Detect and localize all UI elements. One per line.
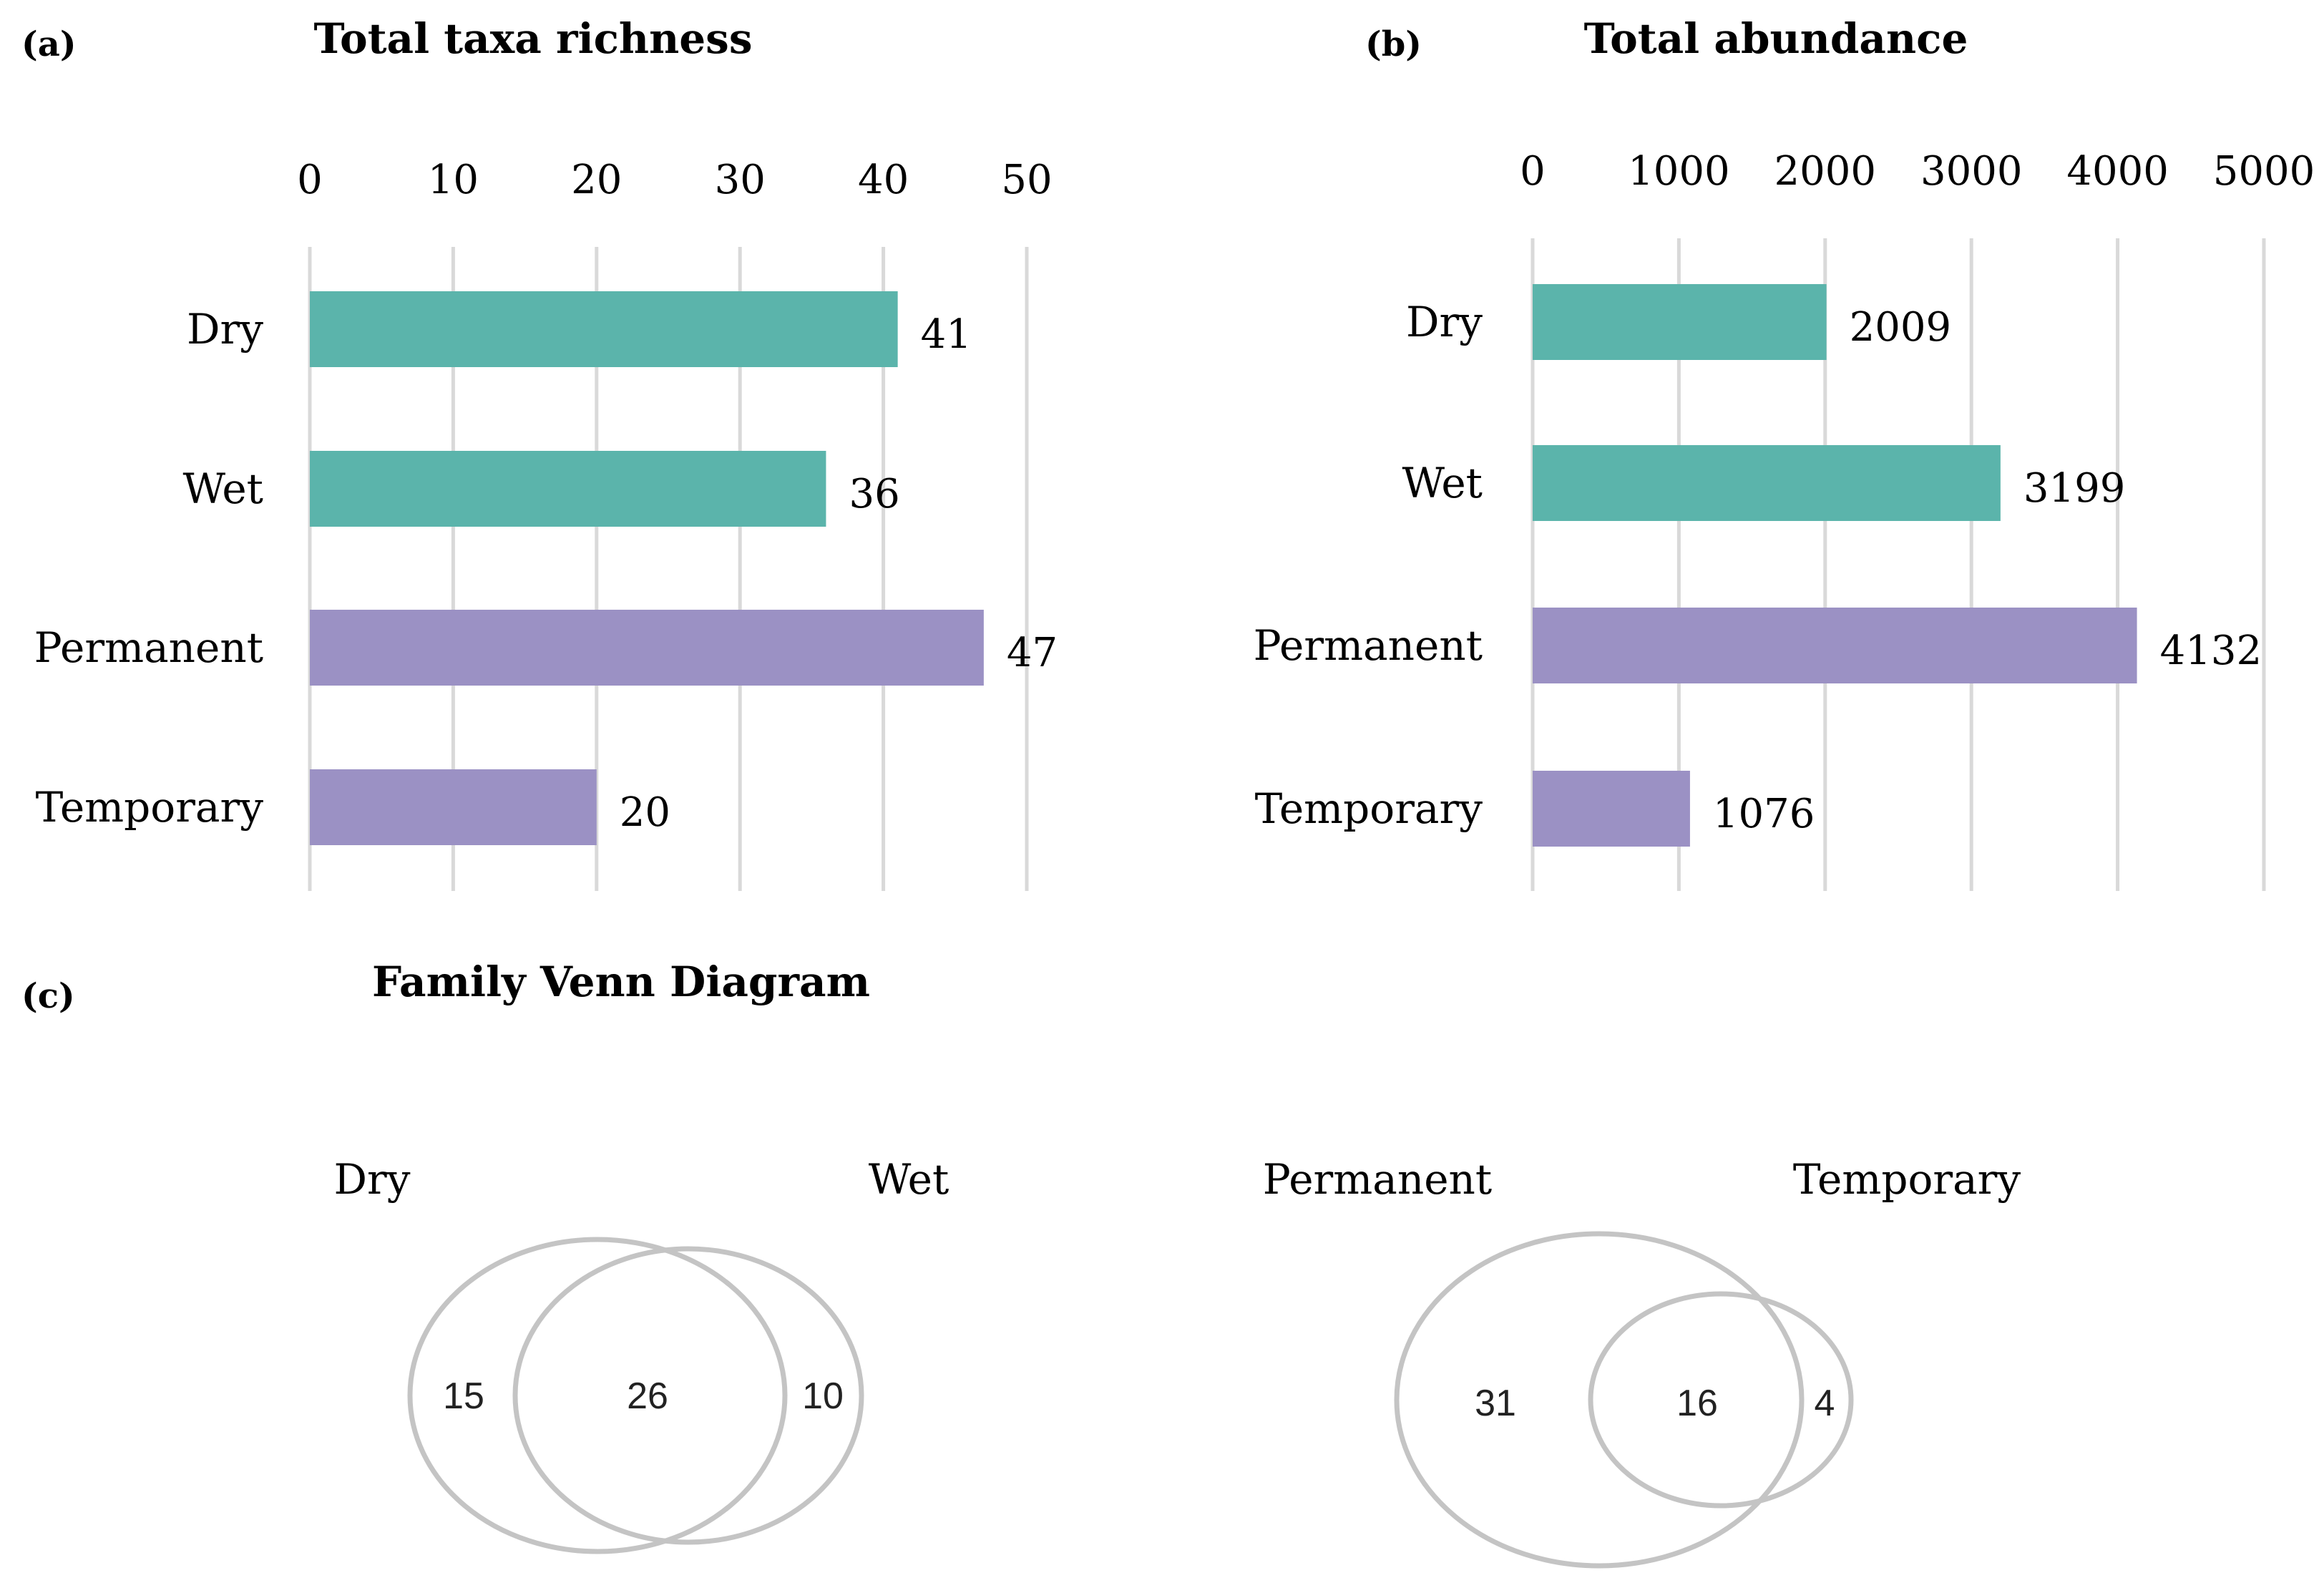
venn-season-left-label: Dry — [334, 1155, 411, 1204]
chart-a-xtick-label: 30 — [715, 157, 766, 203]
chart-b-xtick-label: 4000 — [2066, 148, 2169, 195]
chart-b-xtick-label: 3000 — [1920, 148, 2023, 195]
chart-a-xtick-label: 0 — [297, 157, 323, 203]
chart-b-data-label: 1076 — [1713, 791, 1815, 837]
chart-a-category-label: Permanent — [34, 623, 263, 672]
chart-a-bar-permanent — [310, 610, 984, 686]
venn-hydro-left-circle — [1394, 1231, 1805, 1569]
chart-b-category-label: Wet — [1402, 459, 1483, 507]
chart-a-xtick-label: 50 — [1001, 157, 1052, 203]
panel-b: (b) Total abundance 0 1000 2000 3000 4000 500… — [1254, 14, 2315, 891]
chart-a-data-label: 20 — [620, 789, 670, 836]
chart-a-category-label: Dry — [187, 305, 263, 354]
chart-a-bar-wet — [310, 451, 826, 527]
chart-a-data-label: 41 — [921, 311, 972, 358]
venn-hydro-right-only: 4 — [1815, 1383, 1835, 1424]
venn-hydro-left-label: Permanent — [1263, 1155, 1492, 1204]
chart-b-data-label: 3199 — [2023, 465, 2126, 512]
venn-hydro-right-label: Temporary — [1793, 1155, 2021, 1204]
chart-a-xtick-label: 10 — [428, 157, 479, 203]
chart-b-xtick-label: 5000 — [2213, 148, 2315, 195]
chart-b-category-label: Temporary — [1255, 784, 1483, 833]
chart-b-category-label: Dry — [1406, 298, 1483, 346]
venn-season-right-circle — [512, 1246, 864, 1545]
chart-a-xtick-label: 20 — [571, 157, 622, 203]
venn-title: Family Venn Diagram — [372, 958, 870, 1006]
chart-a-data-label: 47 — [1007, 630, 1058, 676]
chart-b-xtick-label: 0 — [1520, 148, 1546, 195]
panel-a: (a) Total taxa richness 0 10 20 30 40 50 Dry 41… — [21, 14, 1058, 891]
chart-a-title: Total taxa richness — [314, 14, 753, 63]
chart-b: 0 1000 2000 3000 4000 5000 Dry 2009 Wet 3199 Perma… — [1254, 148, 2315, 891]
venn-season-right-label: Wet — [869, 1155, 949, 1204]
venn-season-right-only: 10 — [802, 1375, 844, 1417]
panel-c-letter: (c) — [21, 976, 75, 1016]
chart-a-data-label: 36 — [849, 471, 899, 517]
chart-b-data-label: 2009 — [1850, 304, 1952, 351]
venn-hydroperiod: Permanent Temporary 31 16 4 — [1263, 1155, 2021, 1569]
venn-hydro-shared: 16 — [1676, 1383, 1718, 1424]
chart-a-bar-dry — [310, 291, 898, 367]
chart-a-bar-temporary — [310, 769, 597, 845]
chart-b-data-label: 4132 — [2160, 628, 2262, 674]
chart-a-xtick-label: 40 — [858, 157, 909, 203]
panel-c: (c) Family Venn Diagram Dry Wet 15 26 10… — [21, 958, 2021, 1569]
venn-season-left-only: 15 — [443, 1375, 484, 1417]
chart-b-bar-permanent — [1533, 608, 2137, 683]
panel-a-letter: (a) — [21, 24, 77, 64]
chart-b-xtick-label: 1000 — [1628, 148, 1730, 195]
panel-b-letter: (b) — [1365, 24, 1422, 64]
chart-b-xtick-label: 2000 — [1774, 148, 1877, 195]
chart-a-category-label: Wet — [182, 464, 263, 513]
chart-a: 0 10 20 30 40 50 Dry 41 Wet 36 Permanent 47 Temporar… — [34, 157, 1058, 891]
venn-hydro-left-only: 31 — [1475, 1383, 1516, 1424]
venn-hydro-right-circle — [1588, 1291, 1854, 1509]
venn-season-shared: 26 — [627, 1375, 668, 1417]
chart-b-bar-dry — [1533, 284, 1827, 360]
chart-b-bar-wet — [1533, 445, 2001, 521]
chart-b-title: Total abundance — [1584, 14, 1968, 63]
chart-a-category-label: Temporary — [36, 783, 264, 832]
chart-b-bar-temporary — [1533, 771, 1690, 847]
chart-b-category-label: Permanent — [1254, 621, 1483, 670]
venn-season-left-circle — [407, 1237, 788, 1554]
venn-season: Dry Wet 15 26 10 — [334, 1155, 949, 1554]
